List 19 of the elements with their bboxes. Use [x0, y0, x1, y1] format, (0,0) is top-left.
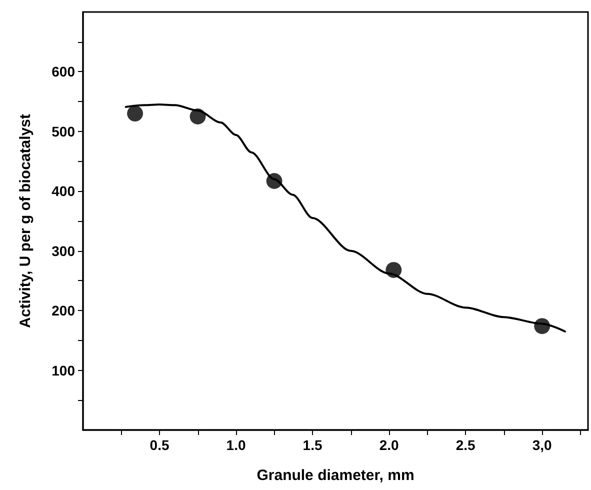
y-tick-label: 500 — [52, 123, 76, 140]
point — [127, 106, 144, 122]
x-tick-label: 1.0 — [226, 437, 246, 453]
y-tick-label: 400 — [52, 183, 76, 200]
x-tick-label: 0.5 — [150, 437, 170, 453]
y-tick-label: 300 — [52, 242, 76, 259]
x-tick-label: 2.0 — [379, 437, 399, 453]
y-axis-title: Activity, U per g of biocatalyst — [17, 114, 34, 328]
point — [534, 318, 550, 334]
x-tick-label: 3,0 — [532, 437, 552, 453]
point — [190, 108, 206, 124]
point — [386, 262, 402, 278]
y-tick-label: 100 — [52, 362, 76, 378]
y-tick-label: 600 — [52, 64, 76, 80]
point — [266, 172, 282, 189]
x-tick-label: 2.5 — [456, 437, 476, 453]
x-axis-title: Granule diameter, mm — [256, 467, 414, 484]
y-tick-label: 200 — [52, 302, 76, 319]
x-tick-label: 1.5 — [302, 437, 322, 453]
